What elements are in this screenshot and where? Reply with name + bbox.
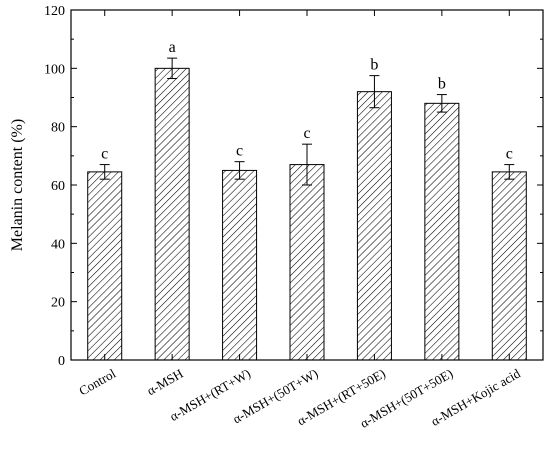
- y-tick-label: 120: [44, 4, 65, 19]
- y-tick-label: 0: [58, 354, 65, 369]
- y-tick-label: 100: [44, 62, 65, 77]
- y-tick-label: 80: [51, 121, 65, 136]
- significance-label: b: [438, 76, 446, 93]
- x-category-label: α-MSH: [144, 366, 186, 399]
- bar: [491, 171, 527, 361]
- significance-label: c: [236, 143, 243, 160]
- bar: [356, 91, 392, 361]
- bar: [154, 67, 190, 361]
- y-axis-title: Melanin content (%): [9, 119, 26, 251]
- y-tick-label: 60: [51, 179, 65, 194]
- significance-label: c: [506, 146, 513, 163]
- bar: [222, 169, 258, 361]
- bar: [87, 171, 123, 361]
- x-category-label: Control: [76, 365, 118, 398]
- bar: [424, 102, 460, 361]
- significance-label: c: [101, 146, 108, 163]
- significance-label: c: [303, 125, 310, 142]
- plot-frame: [70, 9, 544, 361]
- y-tick-label: 20: [51, 296, 65, 311]
- significance-label: b: [370, 57, 378, 74]
- y-tick-label: 40: [51, 237, 65, 252]
- bar: [289, 164, 325, 361]
- significance-label: a: [169, 39, 176, 56]
